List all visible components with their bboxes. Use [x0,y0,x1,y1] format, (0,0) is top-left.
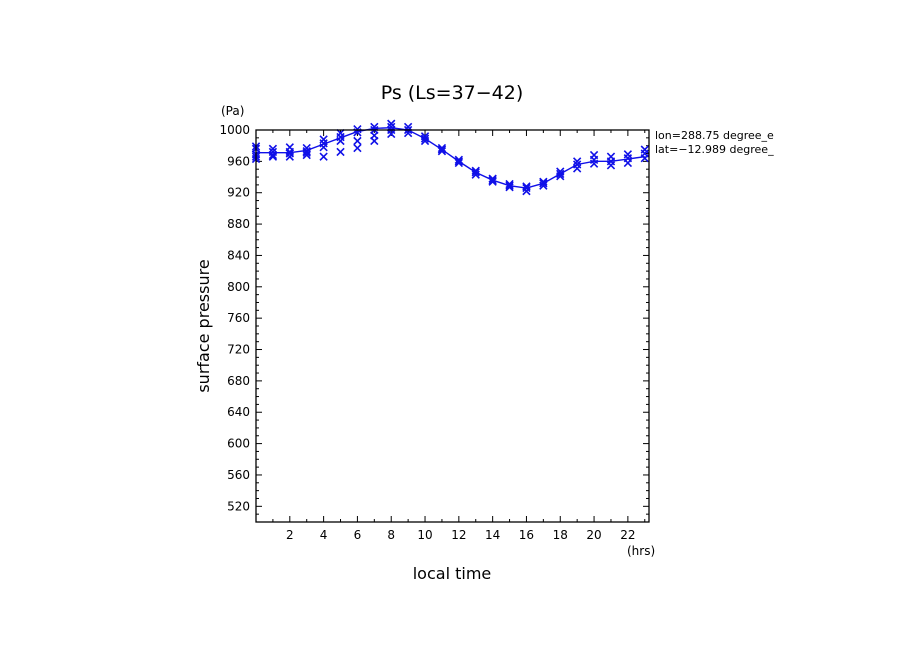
axis-ticks: 2 4 6 8 10 12 14 16 18 20 22 1000 960 920 880 840 800 760… [219,123,649,542]
data-point-x-marker [353,125,362,134]
data-point-x-marker [319,143,328,152]
data-point-x-marker [302,150,311,160]
data-point-x-marker [589,159,599,168]
y-tick-label: 560 [227,468,250,482]
data-point-x-marker [268,144,278,153]
data-point-x-marker [454,157,464,166]
x-unit-label: (hrs) [627,544,655,558]
y-tick-label: 600 [227,437,250,451]
data-point-x-marker [403,128,413,138]
x-axis-label: local time [413,564,492,583]
plot-frame [255,129,650,523]
x-tick-label: 6 [354,528,362,542]
data-point-x-marker [437,143,447,153]
data-point-x-marker [387,129,396,139]
x-tick-label: 4 [320,528,328,542]
y-tick-label: 760 [227,311,250,325]
y-tick-label: 720 [227,343,250,357]
y-axis-label: surface pressure [194,259,213,392]
x-tick-label: 2 [286,528,294,542]
data-point-x-marker [505,179,514,189]
data-point-x-marker [387,122,396,132]
data-point-x-marker [471,170,480,179]
x-tick-label: 10 [417,528,432,542]
data-point-x-marker [319,152,328,161]
y-tick-label: 920 [227,186,250,200]
plot-area [251,119,649,196]
data-point-x-marker [437,145,447,154]
data-point-x-marker [437,147,447,156]
x-tick-label: 12 [451,528,466,542]
data-point-x-marker [539,179,548,188]
y-tick-label: 640 [227,405,250,419]
y-tick-label: 880 [227,217,250,231]
data-point-x-marker [572,164,582,173]
data-point-x-marker [471,168,480,177]
data-point-x-marker [556,172,565,181]
data-point-x-marker [488,174,497,183]
data-point-x-marker [302,148,311,157]
data-point-x-marker [640,154,649,163]
data-point-x-marker [336,136,345,146]
mean-series-line [256,126,645,189]
data-point-x-marker [353,143,362,153]
data-point-x-marker [353,136,362,146]
x-tick-label: 22 [620,528,635,542]
x-tick-label: 18 [553,528,568,542]
data-point-x-marker [285,152,294,161]
y-unit-label: (Pa) [221,104,244,118]
data-point-x-marker [488,177,497,186]
x-tick-label: 8 [387,528,395,542]
data-point-x-marker [387,119,396,128]
data-point-x-marker [285,149,294,158]
data-point-x-marker [606,161,616,170]
lon-annotation: lon=288.75 degree_e [655,129,774,142]
x-tick-label: 20 [586,528,601,542]
data-point-x-marker [370,136,379,146]
data-point-x-marker [556,169,565,179]
data-point-x-marker [268,150,278,160]
data-point-x-marker [505,183,514,192]
y-tick-label: 1000 [219,123,250,137]
y-tick-label: 680 [227,374,250,388]
x-tick-label: 16 [519,528,534,542]
data-point-x-marker [488,176,497,185]
data-point-x-marker [623,158,633,168]
y-tick-label: 960 [227,154,250,168]
data-point-x-marker [539,181,548,190]
data-point-x-marker [572,157,582,166]
data-point-x-marker [522,186,531,196]
chart-title: Ps (Ls=37−42) [381,82,524,104]
data-point-x-marker [403,122,413,132]
data-point-x-marker [420,134,430,143]
y-tick-label: 840 [227,248,250,262]
data-point-x-marker [336,147,345,157]
data-point-x-marker [505,181,514,190]
y-tick-label: 520 [227,499,250,513]
x-tick-label: 14 [485,528,500,542]
y-tick-label: 800 [227,280,250,294]
data-point-x-marker [268,152,278,161]
data-point-x-marker [370,122,379,132]
data-point-x-marker [454,155,464,164]
data-point-x-marker [420,136,430,146]
data-point-x-marker [522,183,531,193]
data-point-x-marker [454,158,464,168]
lat-annotation: lat=−12.989 degree_ [655,143,774,156]
